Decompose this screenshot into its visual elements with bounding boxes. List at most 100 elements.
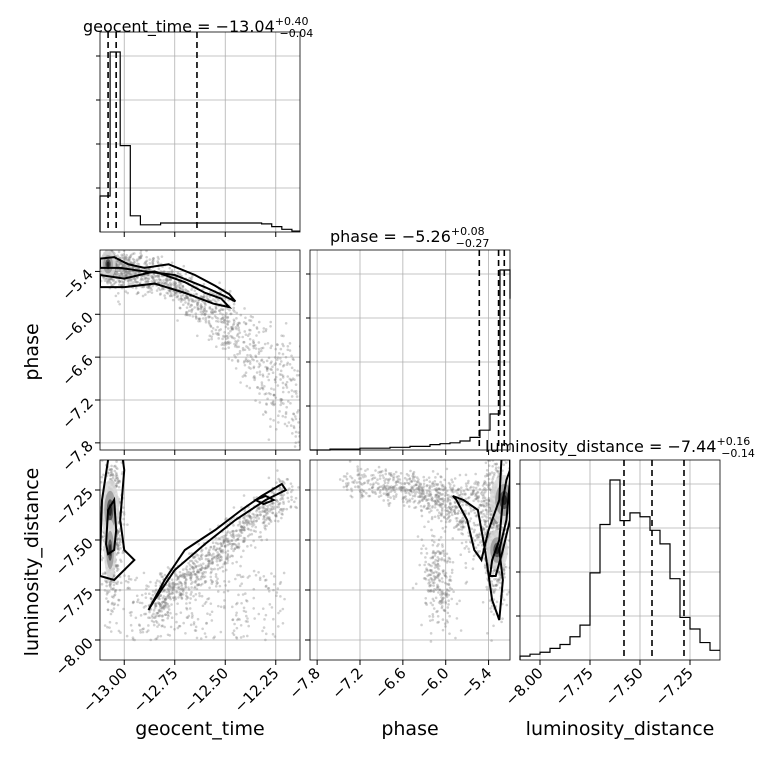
sample-point — [131, 265, 135, 269]
sample-point — [476, 496, 479, 499]
sample-point — [129, 260, 133, 264]
sample-point — [220, 556, 223, 559]
sample-point — [217, 329, 221, 332]
sample-point — [167, 594, 170, 598]
sample-point — [412, 484, 416, 488]
sample-point — [484, 498, 488, 502]
sample-point — [305, 460, 308, 463]
sample-point — [112, 603, 116, 607]
sample-point — [137, 262, 141, 266]
sample-point — [223, 605, 226, 608]
sample-point — [431, 499, 434, 503]
sample-point — [498, 571, 502, 574]
sample-point — [156, 614, 160, 618]
sample-point — [443, 478, 446, 482]
sample-point — [446, 516, 450, 520]
sample-point — [147, 629, 150, 632]
sample-point — [188, 607, 192, 610]
hist-panel-geocent-time — [96, 31, 301, 233]
sample-point — [202, 576, 205, 579]
sample-point — [439, 513, 443, 517]
sample-point — [231, 533, 235, 536]
sample-point — [194, 314, 198, 318]
sample-point — [212, 556, 215, 560]
sample-point — [499, 575, 502, 579]
sample-point — [273, 402, 276, 406]
sample-point — [377, 471, 380, 474]
sample-point — [371, 483, 375, 487]
sample-point — [403, 486, 406, 489]
sample-point — [245, 518, 249, 522]
sample-point — [242, 540, 246, 544]
sample-point — [170, 590, 174, 593]
sample-point — [359, 482, 363, 485]
hist-frame — [519, 459, 721, 661]
sample-point — [387, 479, 391, 482]
sample-point — [302, 375, 305, 378]
sample-point — [271, 511, 275, 515]
sample-point — [274, 375, 278, 379]
sample-point — [120, 273, 124, 276]
sample-point — [245, 514, 249, 518]
sample-point — [368, 487, 371, 491]
sample-point — [139, 631, 142, 634]
sample-point — [197, 583, 201, 586]
sample-point — [407, 505, 411, 508]
sample-point — [230, 547, 233, 550]
sample-point — [486, 460, 490, 462]
sample-point — [137, 257, 141, 261]
sample-point — [286, 344, 290, 348]
sample-point — [428, 492, 431, 496]
sample-point — [472, 486, 475, 489]
sample-point — [230, 335, 234, 339]
sample-point — [223, 341, 227, 345]
sample-point — [386, 493, 389, 496]
sample-point — [395, 493, 398, 496]
sample-point — [464, 509, 467, 513]
sample-point — [187, 290, 190, 294]
sample-point — [420, 491, 424, 495]
sample-point — [165, 603, 168, 607]
sample-point — [256, 386, 259, 389]
sample-point — [200, 557, 204, 561]
sample-point — [118, 529, 122, 533]
sample-point — [154, 604, 157, 608]
sample-point — [127, 280, 130, 283]
sample-point — [190, 275, 194, 278]
sample-point — [495, 580, 499, 583]
sample-point — [400, 486, 403, 489]
sample-point — [463, 493, 467, 496]
sample-point — [127, 272, 130, 275]
sample-point — [425, 484, 429, 487]
sample-point — [437, 497, 441, 500]
sample-point — [484, 481, 487, 484]
sample-point — [429, 493, 433, 496]
sample-point — [128, 258, 131, 262]
sample-point — [115, 542, 119, 545]
sample-point — [145, 264, 149, 267]
sample-point — [200, 548, 204, 552]
sample-point — [212, 546, 216, 549]
sample-point — [432, 484, 436, 488]
sample-point — [385, 492, 388, 495]
sample-point — [394, 480, 398, 483]
sample-point — [243, 526, 246, 529]
sample-point — [292, 412, 295, 416]
sample-point — [242, 320, 246, 324]
sample-point — [456, 523, 459, 527]
sample-point — [176, 577, 180, 580]
sample-point — [456, 505, 460, 509]
sample-point — [484, 461, 488, 465]
sample-point — [359, 477, 363, 480]
sample-point — [112, 278, 115, 282]
sample-point — [456, 488, 460, 492]
sample-point — [281, 376, 285, 379]
sample-point — [184, 294, 188, 297]
sample-point — [278, 373, 282, 376]
sample-point — [436, 514, 440, 518]
sample-point — [232, 318, 236, 322]
sample-point — [176, 294, 180, 297]
sample-point — [479, 512, 483, 515]
sample-point — [245, 384, 249, 388]
sample-point — [265, 402, 268, 405]
